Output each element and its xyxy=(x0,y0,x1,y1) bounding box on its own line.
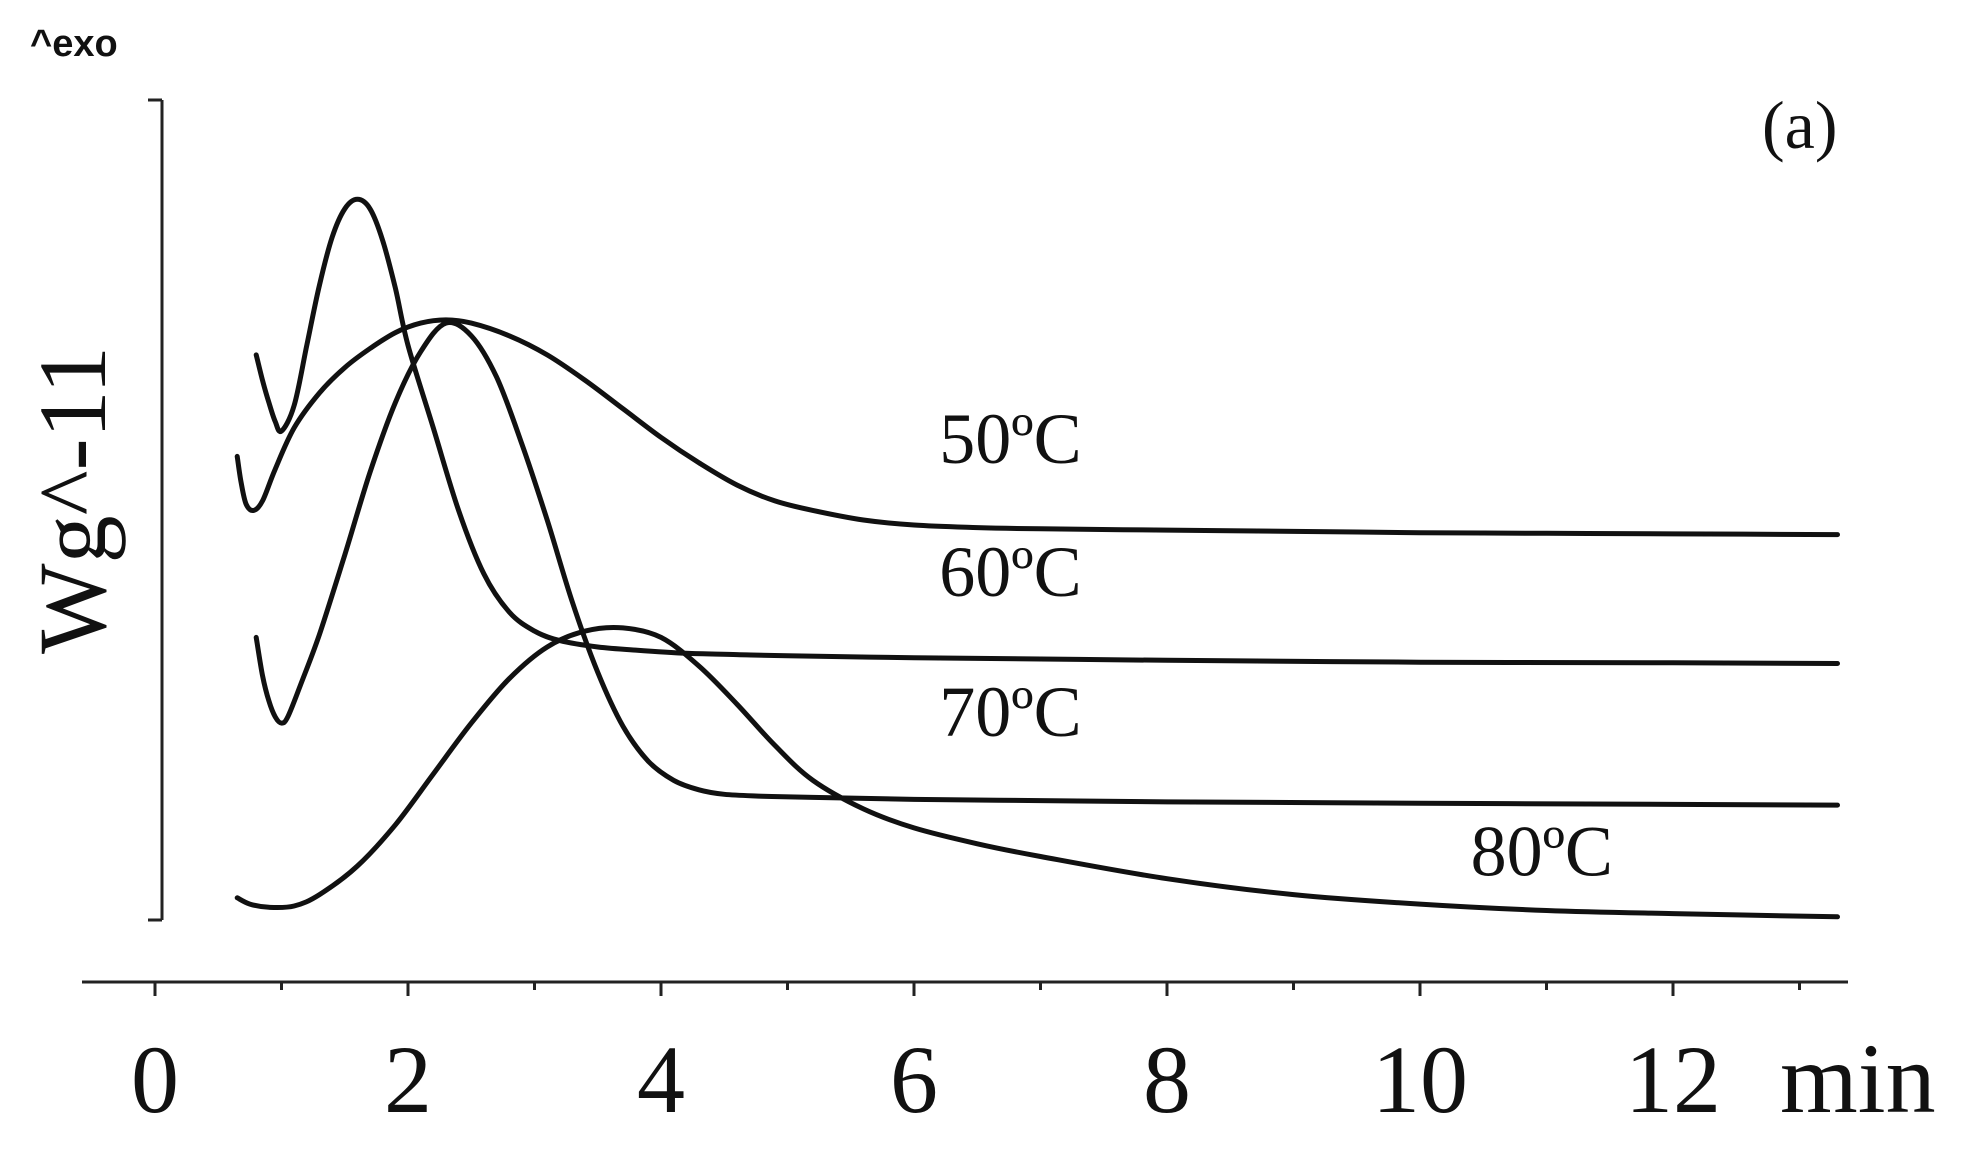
x-tick-label: 0 xyxy=(131,1026,179,1133)
x-tick-label: 10 xyxy=(1372,1026,1468,1133)
series-line-1 xyxy=(234,317,1840,538)
x-tick-label: 2 xyxy=(384,1026,432,1133)
exo-indicator: ^exo xyxy=(30,23,118,65)
curve-label: 50ºC xyxy=(939,399,1081,479)
x-tick-label: 6 xyxy=(890,1026,938,1133)
series-line-4 xyxy=(234,624,1840,920)
x-unit-label: min xyxy=(1780,1023,1936,1134)
x-tick-label: 4 xyxy=(637,1026,685,1133)
series-line-3 xyxy=(253,320,1840,808)
panel-label: (a) xyxy=(1762,87,1837,163)
curve-label: 60ºC xyxy=(939,532,1081,612)
curves xyxy=(234,196,1840,920)
series-line-2 xyxy=(253,196,1840,666)
x-tick-label: 8 xyxy=(1143,1026,1191,1133)
y-axis-label: Wg^-11 xyxy=(19,346,126,654)
curve-labels: 50ºC 60ºC 70ºC 80ºC xyxy=(939,399,1613,892)
curve-label: 70ºC xyxy=(939,672,1081,752)
x-ticks xyxy=(153,982,1801,996)
x-tick-labels: 0 2 4 6 8 10 12 xyxy=(131,1026,1721,1133)
y-scale-bar xyxy=(148,98,164,922)
x-tick-label: 12 xyxy=(1625,1026,1721,1133)
curve-label: 80ºC xyxy=(1471,812,1613,892)
